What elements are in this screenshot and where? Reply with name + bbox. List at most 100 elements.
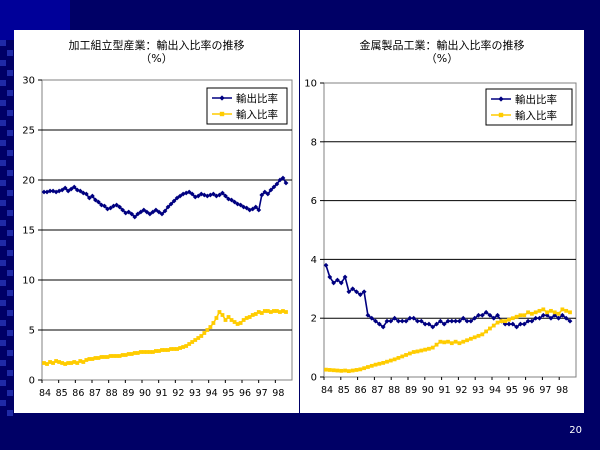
decoration-square [0,360,6,366]
data-point [69,361,74,365]
x-tick-label: 90 [422,385,434,396]
legend-label: 輸出比率 [515,93,557,106]
data-point [335,277,340,283]
data-point [175,347,179,351]
x-tick-label: 97 [539,385,551,396]
chart-title: 加工組立型産業：輸出入比率の推移 （%） [14,39,299,65]
data-point [507,317,511,322]
decoration-square [7,90,13,96]
data-point [59,187,65,193]
x-tick-label: 88 [106,388,118,399]
data-point [241,204,247,210]
x-tick-label: 91 [439,385,451,396]
data-point [132,351,137,355]
data-point [226,196,231,202]
data-point [362,366,367,371]
decoration-square [7,150,13,156]
data-point [514,314,519,319]
data-point [247,315,252,319]
data-point [196,336,201,340]
data-point [156,209,162,215]
data-point [45,362,49,366]
data-point [141,350,146,354]
x-tick-label: 94 [489,385,501,396]
data-point [423,347,428,352]
data-point [510,321,516,327]
data-point [377,361,382,366]
data-point [323,262,329,268]
data-point [120,353,125,357]
data-point [65,188,71,194]
data-point [335,368,340,373]
decoration-square [0,220,6,226]
decoration-square [7,390,13,396]
data-point [105,206,110,212]
data-point [83,191,89,197]
legend-marker [219,111,225,117]
data-point [354,368,359,372]
line-chart-metal: 0 2 4 6 8 10 84 85 86 87 88 89 90 91 92 93 94 95 96 97 98 輸出比… [304,79,577,396]
data-point [358,367,363,372]
data-point [129,211,135,217]
data-point [171,198,177,204]
data-point [518,321,523,327]
data-point [499,319,504,324]
legend-label: 輸入比率 [515,109,557,122]
data-point [366,365,370,369]
x-tick-label: 95 [506,385,518,396]
data-point [438,339,443,344]
data-point [126,209,132,215]
data-point [241,318,246,322]
data-point [472,335,477,340]
data-point [154,349,158,353]
data-point [71,184,77,190]
data-point [280,175,286,181]
data-point [400,354,405,359]
decoration-square [0,380,6,386]
data-point [93,356,98,360]
data-point [187,342,192,346]
data-point [184,344,189,348]
data-point [510,316,515,321]
data-point [47,188,53,194]
decoration-square [0,260,6,266]
data-point [484,329,489,334]
data-point [48,360,52,364]
data-point [93,197,98,203]
decoration-square [7,110,13,116]
legend-label: 輸出比率 [236,92,278,105]
x-tick-label: 91 [156,388,168,399]
data-point [78,359,83,363]
chart-unit-label: （%） [140,52,173,65]
y-tick-label: 20 [22,176,35,187]
data-point [114,202,119,208]
data-point [419,348,424,353]
data-point [529,311,534,316]
decoration-square [7,190,13,196]
data-point [271,184,277,190]
data-point [552,312,558,318]
decoration-square [0,100,6,106]
data-point [147,350,152,354]
data-point [357,292,363,298]
data-point [172,347,176,351]
x-tick-label: 84 [39,388,51,399]
data-point [60,361,65,365]
data-point [42,361,46,365]
data-point [342,274,348,280]
data-point [449,341,454,346]
data-point [229,197,234,203]
data-point [174,195,180,201]
decoration-square [7,70,13,76]
data-point [232,199,237,205]
data-point [166,348,170,352]
decoration-square [7,210,13,216]
data-point [544,312,550,318]
y-tick-label: 25 [22,126,35,137]
data-point [96,356,101,360]
data-point [427,346,431,351]
y-tick-label: 2 [311,314,317,325]
data-point [117,354,122,358]
data-point [132,214,138,220]
